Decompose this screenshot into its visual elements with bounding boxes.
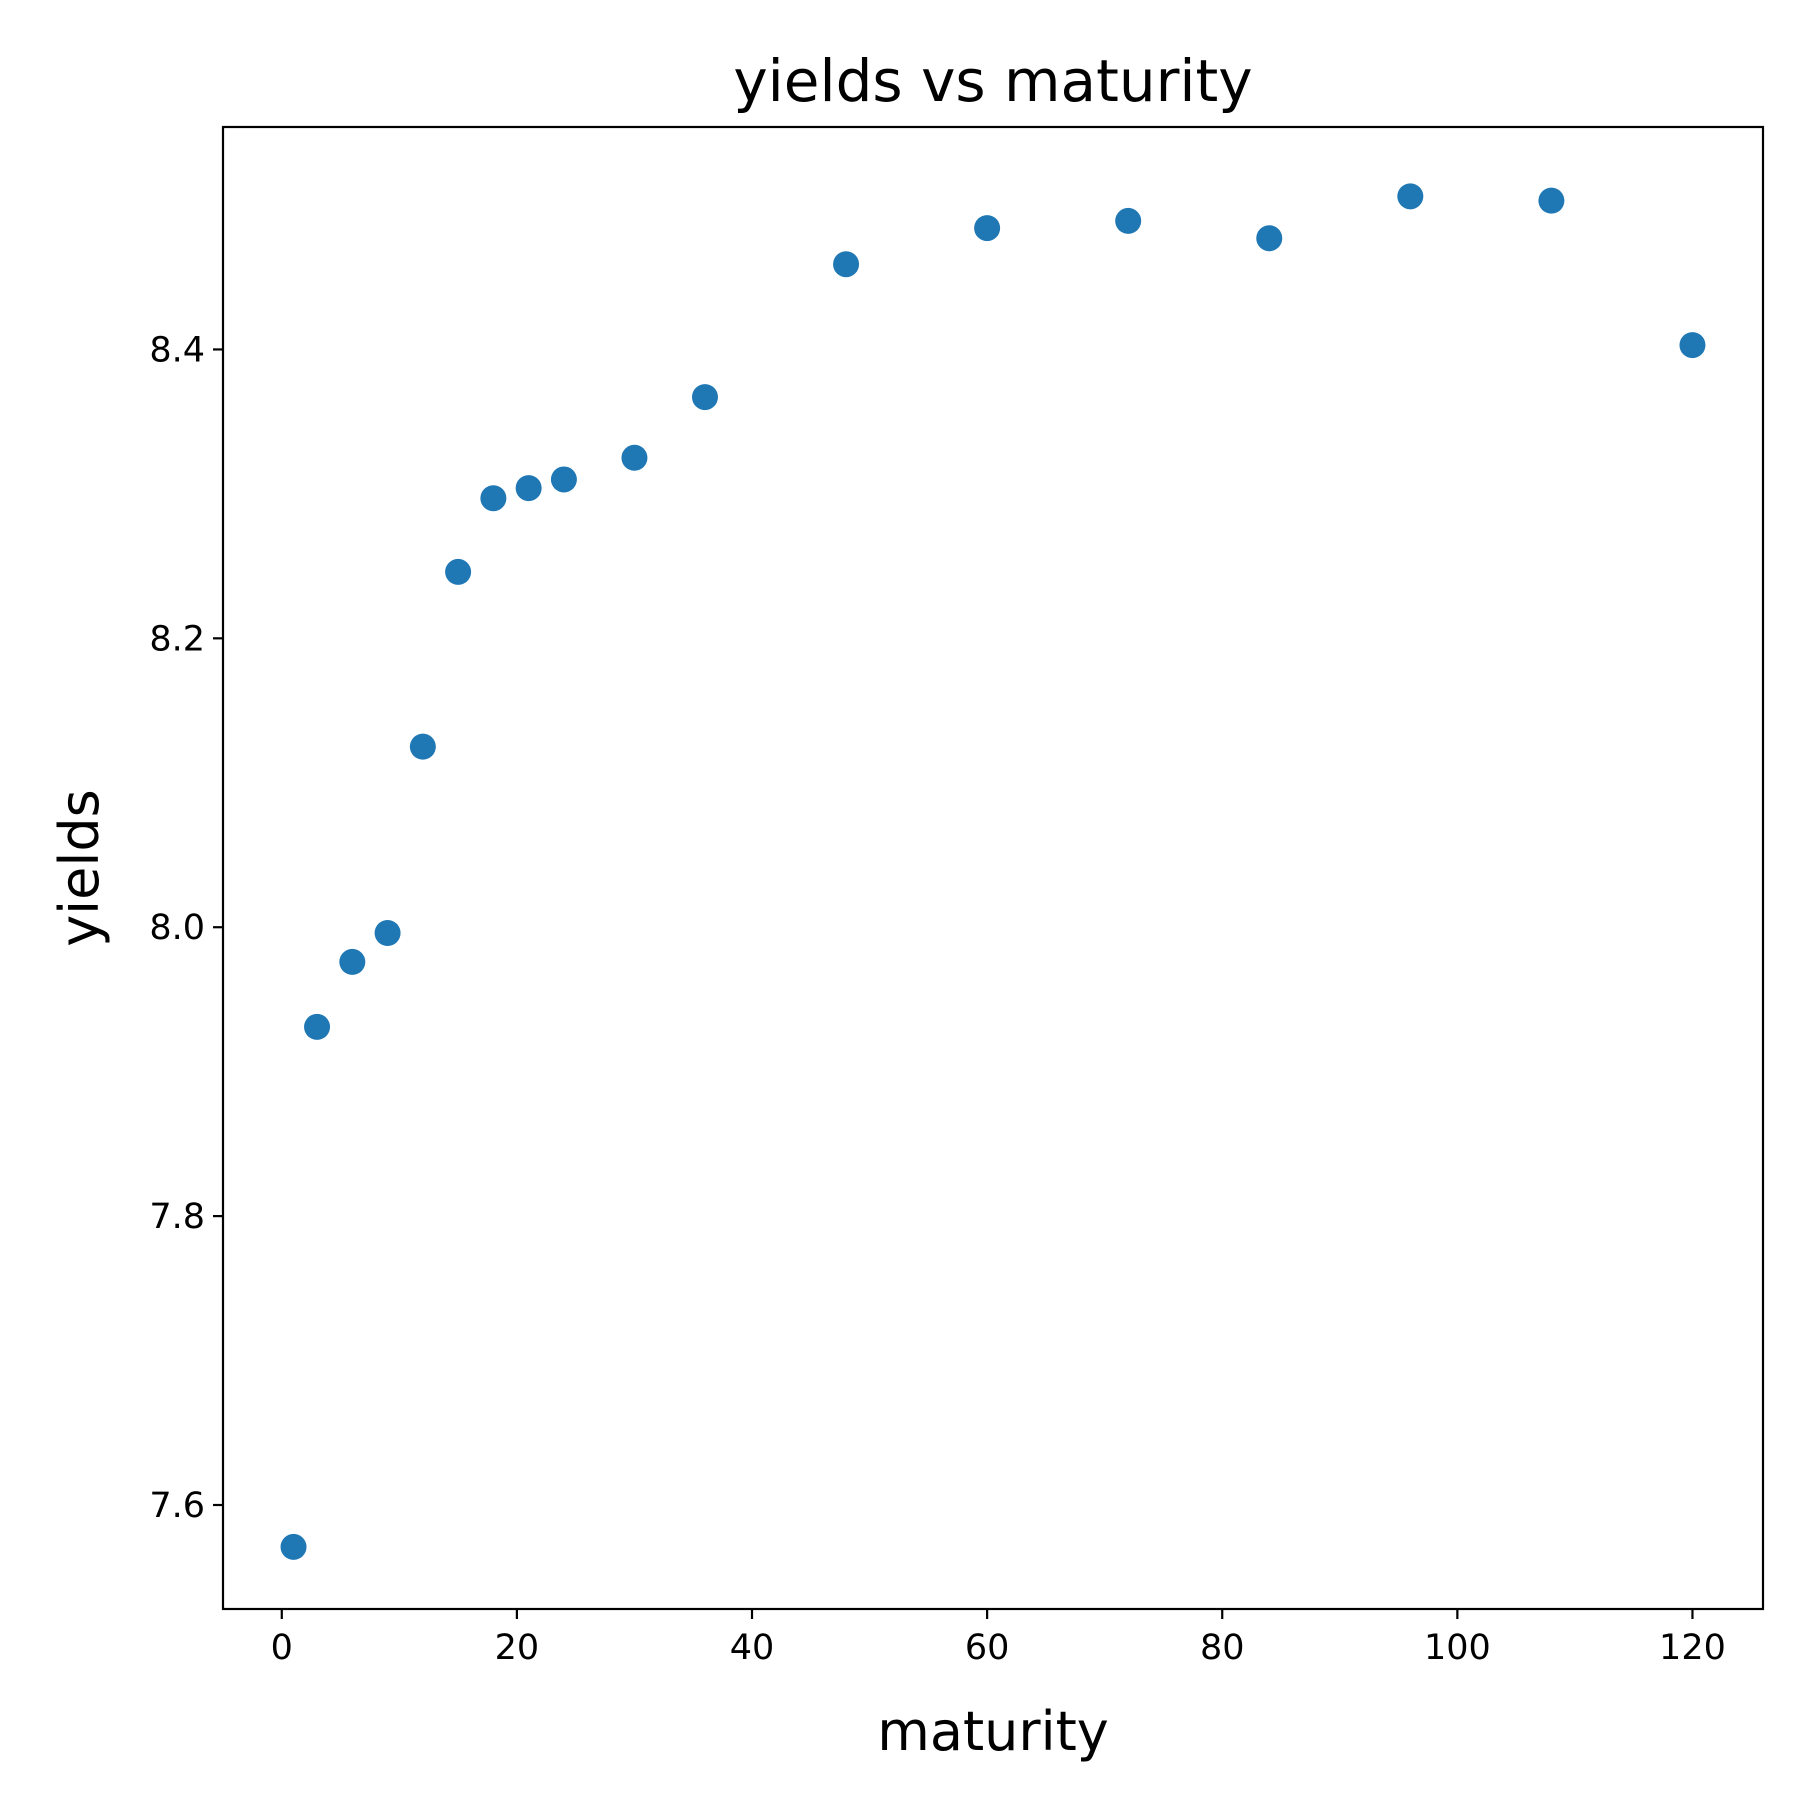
x-axis: 0 20 40 60 80 100 120 <box>271 1609 1726 1668</box>
data-point <box>1256 225 1283 252</box>
y-tick-label: 8.4 <box>149 330 205 370</box>
axes-frame <box>221 125 1765 1611</box>
data-point <box>1397 183 1424 210</box>
x-tick-label: 20 <box>495 1628 540 1668</box>
data-point <box>621 444 648 471</box>
x-tick-label: 40 <box>730 1628 775 1668</box>
y-tick-label: 7.8 <box>149 1197 205 1237</box>
y-tick-label: 8.2 <box>149 619 205 659</box>
data-point <box>409 733 436 760</box>
y-tick-label: 8.0 <box>149 908 205 948</box>
data-point <box>304 1013 331 1040</box>
x-tick-label: 120 <box>1659 1628 1726 1668</box>
data-point <box>280 1533 307 1560</box>
plot-area: 0 20 40 60 80 100 120 7.6 7.8 8.0 8.2 8.4 <box>149 125 1765 1668</box>
data-point <box>374 920 401 946</box>
data-point <box>1679 332 1706 359</box>
y-axis: 7.6 7.8 8.0 8.2 8.4 <box>149 330 223 1526</box>
data-point <box>550 466 577 493</box>
y-axis-label: yields <box>48 789 111 947</box>
x-tick-label: 0 <box>271 1628 293 1668</box>
data-point <box>974 215 1001 242</box>
data-point <box>515 475 542 502</box>
data-point <box>339 948 366 975</box>
x-tick-label: 100 <box>1424 1628 1491 1668</box>
data-point <box>480 485 507 512</box>
data-point <box>445 558 472 585</box>
x-tick-label: 80 <box>1200 1628 1245 1668</box>
data-point <box>691 384 718 411</box>
y-tick-label: 7.6 <box>149 1486 205 1526</box>
scatter-series <box>280 183 1706 1560</box>
data-point <box>833 251 860 278</box>
x-axis-label: maturity <box>877 1700 1108 1763</box>
chart-title: yields vs maturity <box>733 47 1252 115</box>
data-point <box>1538 187 1565 214</box>
x-tick-label: 60 <box>965 1628 1010 1668</box>
data-point <box>1115 207 1142 234</box>
